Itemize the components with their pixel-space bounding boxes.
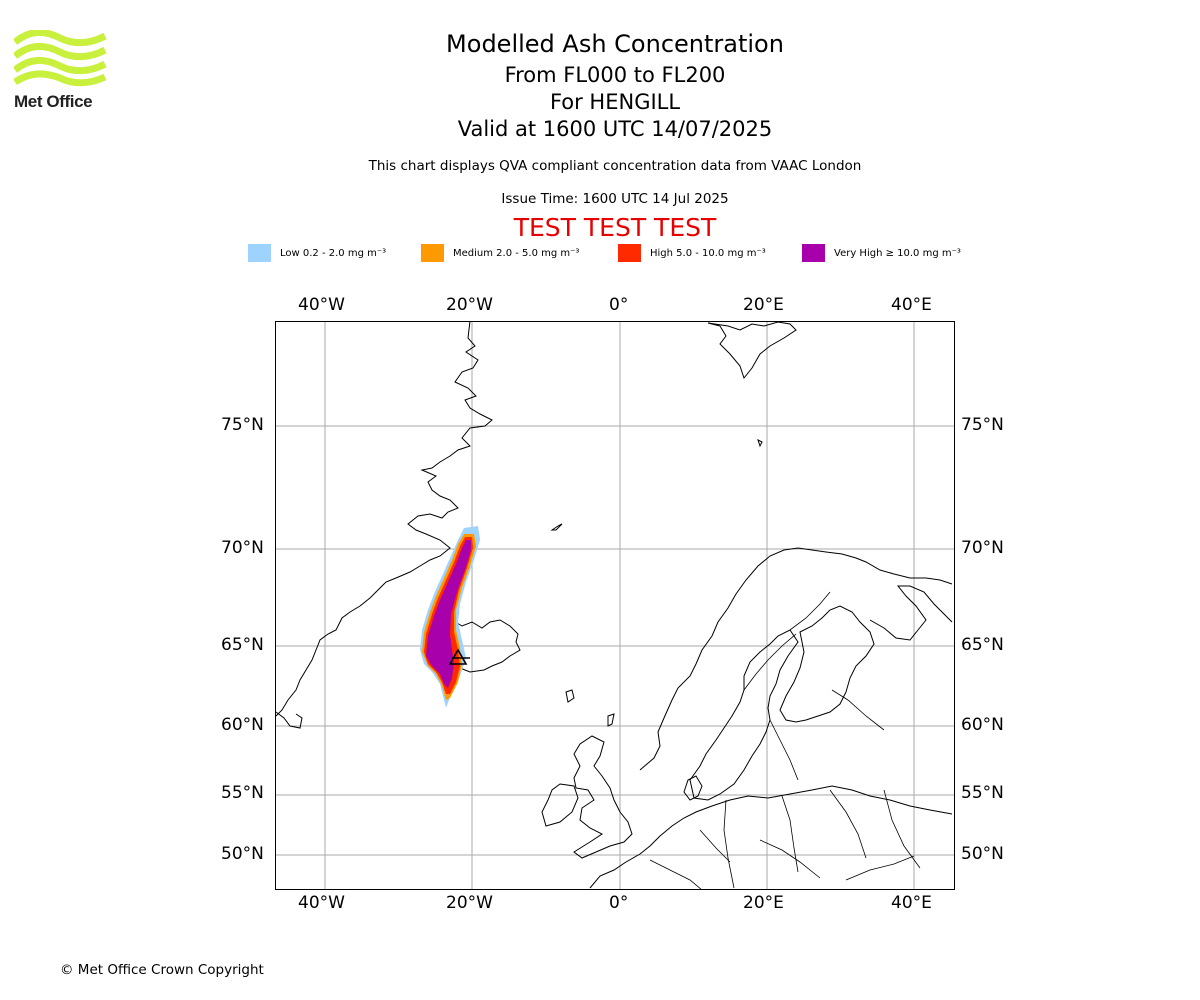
coastline-great-britain: [573, 735, 633, 859]
coastline-shetland: [607, 713, 615, 727]
coastline-sweden-baltic: [689, 629, 799, 801]
coastline-kola-white-sea: [869, 585, 953, 641]
coastline-norway: [639, 547, 953, 771]
legend-item-very-high: Very High ≥ 10.0 mg m⁻³: [802, 244, 961, 262]
gridlines: [276, 322, 954, 889]
coastline-ireland: [541, 783, 579, 827]
lat-label-right-65n: 65°N: [961, 635, 1004, 655]
lat-label-left-70n: 70°N: [221, 538, 264, 558]
lon-label-bottom-20w: 20°W: [446, 893, 493, 913]
lon-label-top-0: 0°: [609, 295, 629, 315]
lat-label-left-75n: 75°N: [221, 415, 264, 435]
test-banner: TEST TEST TEST: [513, 213, 717, 242]
legend-label-very-high: Very High ≥ 10.0 mg m⁻³: [834, 247, 961, 259]
lat-label-right-50n: 50°N: [961, 844, 1004, 864]
coastline-denmark: [683, 775, 703, 801]
ash-plume: [420, 526, 480, 708]
copyright: © Met Office Crown Copyright: [60, 962, 264, 978]
volcano-marker-icon: [448, 648, 470, 665]
lon-label-top-40e: 40°E: [891, 295, 932, 315]
legend-swatch-high: [618, 244, 641, 262]
coastline-jan-mayen: [550, 523, 563, 531]
coastline-finland: [779, 605, 875, 723]
lat-label-left-50n: 50°N: [221, 844, 264, 864]
lon-label-top-20w: 20°W: [446, 295, 493, 315]
legend-swatch-very-high: [802, 244, 825, 262]
chart-description: This chart displays QVA compliant concen…: [368, 158, 862, 174]
legend-label-medium: Medium 2.0 - 5.0 mg m⁻³: [453, 247, 580, 259]
lon-label-bottom-40w: 40°W: [298, 893, 345, 913]
borders-scandinavia: [743, 591, 831, 691]
flight-levels: From FL000 to FL200: [504, 63, 726, 87]
lon-label-bottom-0: 0°: [609, 893, 629, 913]
legend-item-high: High 5.0 - 10.0 mg m⁻³: [618, 244, 766, 262]
chart-title: Modelled Ash Concentration: [446, 30, 784, 58]
lat-label-right-70n: 70°N: [961, 538, 1004, 558]
lat-label-right-55n: 55°N: [961, 783, 1004, 803]
legend-item-medium: Medium 2.0 - 5.0 mg m⁻³: [421, 244, 579, 262]
lon-label-top-40w: 40°W: [298, 295, 345, 315]
coastline-greenland: [276, 322, 493, 717]
coastline-svalbard: [707, 322, 797, 380]
coastlines: [276, 322, 953, 889]
legend-label-high: High 5.0 - 10.0 mg m⁻³: [650, 247, 766, 259]
legend-label-low: Low 0.2 - 2.0 mg m⁻³: [280, 247, 387, 259]
borders-europe: [649, 689, 921, 889]
met-office-logo: Met Office: [12, 29, 108, 112]
legend-swatch-low: [248, 244, 271, 262]
map-svg: [276, 322, 954, 889]
legend-item-low: Low 0.2 - 2.0 mg m⁻³: [248, 244, 386, 262]
lat-label-left-60n: 60°N: [221, 715, 264, 735]
lon-label-bottom-40e: 40°E: [891, 893, 932, 913]
coastline-bear-island: [757, 439, 763, 448]
coastline-faroe: [565, 689, 575, 703]
valid-time: Valid at 1600 UTC 14/07/2025: [457, 117, 773, 141]
ash-very-high: [426, 540, 471, 688]
lat-label-right-60n: 60°N: [961, 715, 1004, 735]
met-office-waves-icon: [12, 29, 107, 87]
coastline-greenland-south: [276, 711, 303, 729]
lat-label-right-75n: 75°N: [961, 415, 1004, 435]
coastline-europe: [589, 785, 953, 889]
lat-label-left-65n: 65°N: [221, 635, 264, 655]
lat-label-left-55n: 55°N: [221, 783, 264, 803]
volcano-name: For HENGILL: [549, 90, 681, 114]
lon-label-top-20e: 20°E: [743, 295, 784, 315]
lon-label-bottom-20e: 20°E: [743, 893, 784, 913]
logo-text: Met Office: [14, 92, 93, 111]
ash-map[interactable]: [275, 321, 955, 890]
legend-swatch-medium: [421, 244, 444, 262]
issue-time: Issue Time: 1600 UTC 14 Jul 2025: [501, 191, 729, 207]
